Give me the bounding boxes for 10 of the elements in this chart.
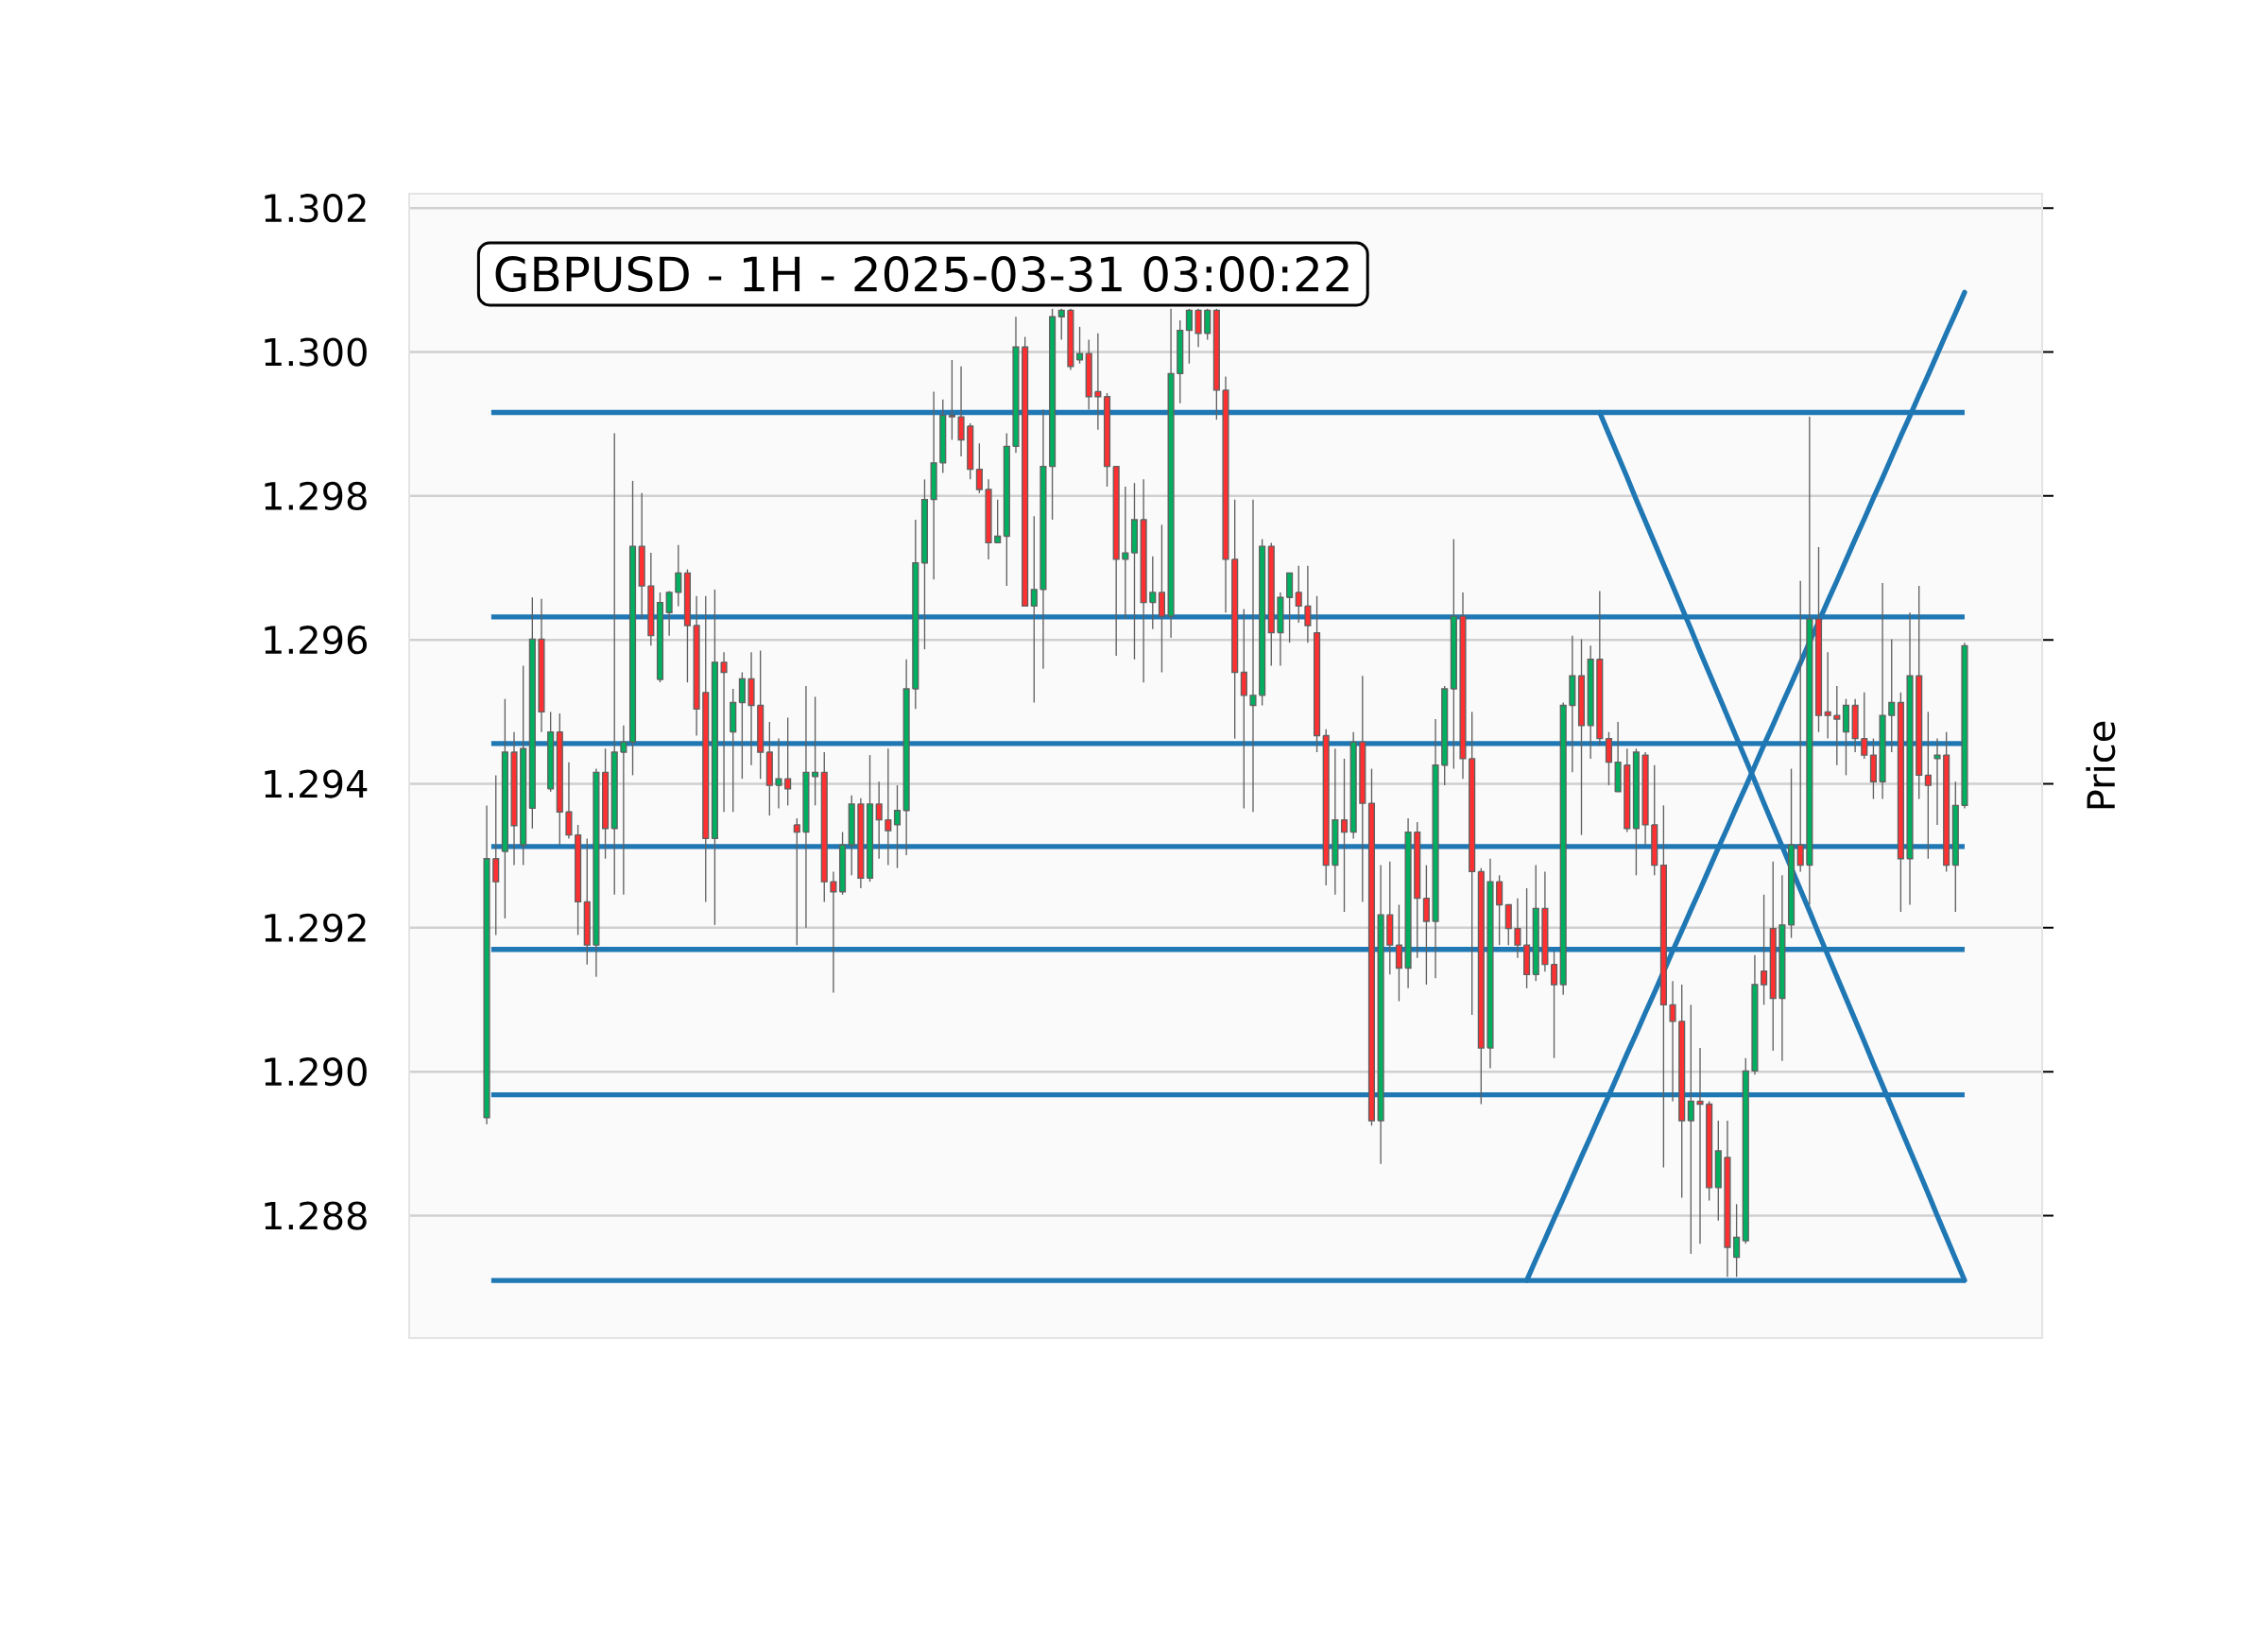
y-tick-label: 1.300	[265, 337, 367, 367]
text: GBPUSD - 1H - 2025-03-31 03:00:22	[495, 256, 1349, 292]
y-axis-title: Price	[2086, 721, 2116, 809]
y-tick-label: 1.302	[265, 194, 366, 223]
y-tick-label: 1.288	[265, 1201, 367, 1230]
y-tick-label: 1.298	[265, 481, 367, 511]
y-tick-label: 1.290	[265, 1057, 367, 1087]
y-tick-label: 1.292	[265, 913, 366, 942]
y-tick-label: 1.294	[265, 769, 368, 798]
y-tick-label: 1.296	[265, 626, 368, 655]
